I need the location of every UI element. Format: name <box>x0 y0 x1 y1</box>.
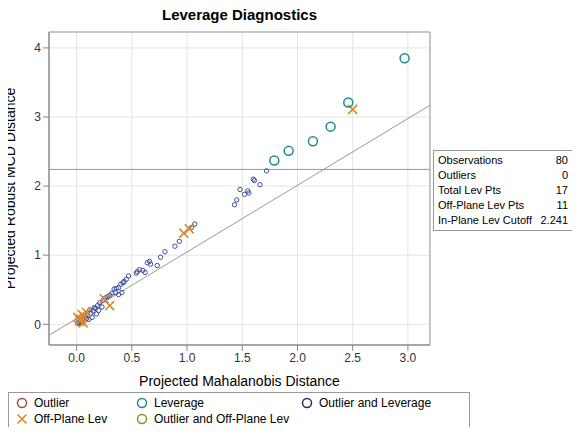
html-text:Leverage Diagnostics: Leverage Diagnostics <box>162 6 317 23</box>
html-text:17: 17 <box>555 184 568 196</box>
html-text:Off-Plane Lev: Off-Plane Lev <box>34 412 108 426</box>
svg-text:2.0: 2.0 <box>289 351 306 365</box>
html-text:80: 80 <box>555 154 568 166</box>
html-text:Total Lev Pts: Total Lev Pts <box>438 184 501 196</box>
html-text:2.241: 2.241 <box>540 214 568 226</box>
svg-text:1.0: 1.0 <box>179 351 196 365</box>
svg-text:3.0: 3.0 <box>400 351 417 365</box>
html-text:Observations: Observations <box>438 154 503 166</box>
svg-text:2: 2 <box>34 179 41 193</box>
html-text:In-Plane Lev Cutoff: In-Plane Lev Cutoff <box>438 214 532 226</box>
html-text:Leverage: Leverage <box>154 396 204 410</box>
svg-text:0: 0 <box>34 318 41 332</box>
svg-text:0.0: 0.0 <box>68 351 85 365</box>
svg-text:0.5: 0.5 <box>123 351 140 365</box>
svg-text:2.5: 2.5 <box>344 351 361 365</box>
svg-text:1.5: 1.5 <box>234 351 251 365</box>
svg-text:Projected Mahalanobis Distance: Projected Mahalanobis Distance <box>139 373 340 389</box>
html-text:Off-Plane Lev Pts: Off-Plane Lev Pts <box>438 199 524 211</box>
svg-text:4: 4 <box>34 41 41 55</box>
svg-text:3: 3 <box>34 110 41 124</box>
html-text:0: 0 <box>561 169 568 181</box>
html-text:Outlier and Leverage: Outlier and Leverage <box>319 396 432 410</box>
html-text:Outlier and Off-Plane Lev: Outlier and Off-Plane Lev <box>154 412 290 426</box>
html-text:11: 11 <box>556 199 568 211</box>
html-text:Outlier: Outlier <box>34 396 70 410</box>
svg-text:1: 1 <box>34 248 41 262</box>
svg-text:Projected Robust MCD Distance: Projected Robust MCD Distance <box>8 88 18 290</box>
html-text:Outliers: Outliers <box>438 169 476 181</box>
